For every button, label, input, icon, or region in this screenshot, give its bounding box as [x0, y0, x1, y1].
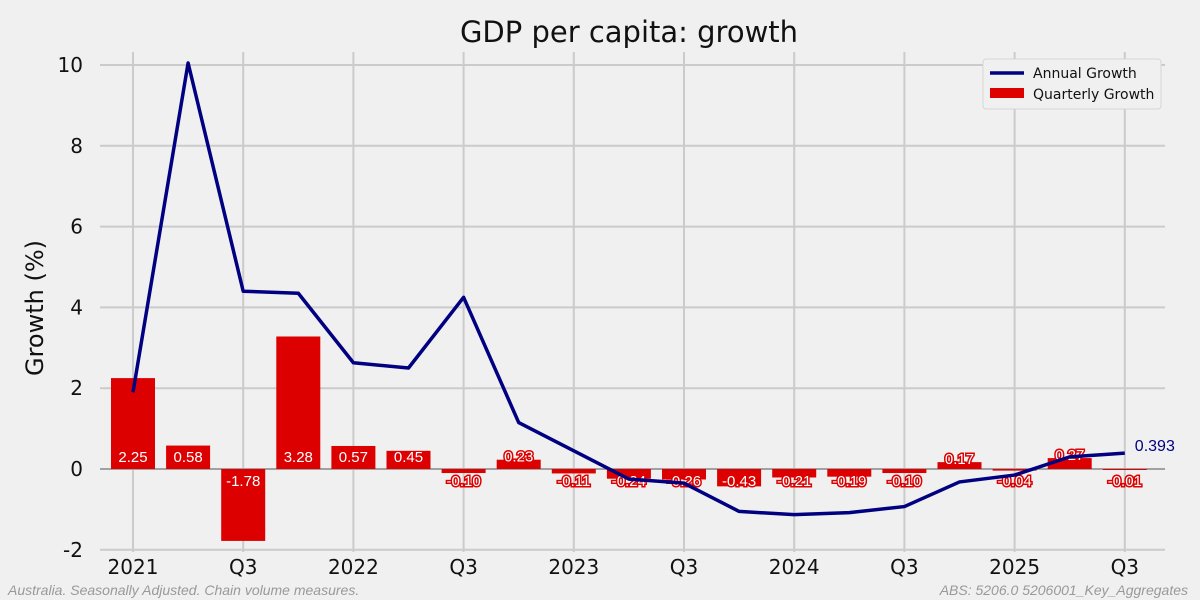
bar-value-label: -0.24 [612, 473, 646, 490]
quarterly-growth-bar [166, 445, 211, 469]
y-tick-label: 2 [70, 376, 83, 400]
y-tick-label: 4 [70, 295, 83, 319]
bar-value-label: -0.21 [777, 473, 811, 490]
x-tick-label: Q3 [670, 555, 698, 579]
legend-frame [982, 58, 1162, 110]
y-tick-label: 10 [58, 53, 83, 77]
bar-value-label: -0.19 [832, 473, 866, 490]
quarterly-growth-bar [882, 469, 927, 474]
x-tick-label: 2024 [769, 555, 820, 579]
quarterly-growth-bar [551, 469, 596, 474]
annual-growth-end-label: 0.393 [1135, 438, 1175, 455]
quarterly-growth-bar [111, 378, 155, 469]
axis-tick-labels: -2 0 2 4 6 8 10 2021 Q3 2022 Q3 2023 Q3 2024 Q3 2025 Q3 [58, 53, 1139, 579]
quarterly-growth-bar [717, 469, 762, 487]
quarterly-growth-bar [827, 469, 872, 477]
y-tick-label: 6 [70, 215, 83, 239]
y-tick-label: 0 [70, 457, 83, 481]
quarterly-growth-bar [386, 450, 431, 469]
legend-label-quarterly-growth: Quarterly Growth [1033, 87, 1154, 103]
quarterly-growth-bar [992, 469, 1037, 471]
x-tick-label: Q3 [449, 555, 477, 579]
quarterly-growth-bar [1102, 469, 1147, 470]
chart-title: GDP per capita: growth [460, 15, 798, 49]
quarterly-growth-bar [441, 469, 486, 474]
quarterly-growth-bars [111, 336, 1147, 541]
annual-growth-line [131, 61, 1125, 517]
quarterly-growth-bar [662, 469, 706, 480]
bar-value-label: 0.58 [173, 449, 202, 466]
bar-value-label: -1.78 [226, 473, 260, 490]
bar-value-label: 0.57 [339, 449, 368, 466]
quarterly-growth-bar [606, 469, 651, 479]
x-tick-label: 2025 [989, 555, 1040, 579]
quarterly-growth-bar [1047, 458, 1092, 469]
quarterly-growth-bar [331, 445, 376, 469]
footnote-left: Australia. Seasonally Adjusted. Chain vo… [8, 582, 360, 598]
bar-value-label: -0.10 [446, 473, 480, 490]
x-tick-label: 2021 [108, 555, 159, 579]
bar-value-label: -0.10 [887, 473, 921, 490]
legend-label-annual-growth: Annual Growth [1033, 66, 1137, 82]
quarterly-growth-bar [937, 462, 982, 469]
quarterly-growth-bar [221, 469, 266, 541]
annual-growth-line-layer: 0.393 [131, 61, 1175, 517]
x-tick-label: Q3 [1111, 555, 1139, 579]
x-tick-label: 2022 [328, 555, 379, 579]
x-tick-label: Q3 [890, 555, 918, 579]
y-tick-label: -2 [63, 538, 83, 562]
y-tick-label: 8 [70, 134, 83, 158]
legend-swatch-quarterly-growth [990, 88, 1024, 98]
bar-value-label: 2.25 [118, 449, 147, 466]
bar-value-label: -0.43 [722, 473, 756, 490]
bar-value-label: 0.45 [394, 449, 423, 466]
legend: Annual Growth Quarterly Growth [982, 58, 1162, 110]
y-axis-label: Growth (%) [21, 240, 49, 376]
footnote-right: ABS: 5206.0 5206001_Key_Aggregates [939, 582, 1188, 598]
x-tick-label: Q3 [229, 555, 257, 579]
bar-value-label: 3.28 [284, 449, 313, 466]
bar-value-label: 0.23 [504, 449, 533, 466]
bar-value-label: -0.01 [1108, 473, 1142, 490]
bar-value-label: -0.11 [557, 473, 590, 490]
bar-value-label: 0.17 [945, 451, 974, 468]
quarterly-growth-bar [496, 459, 541, 469]
quarterly-growth-bar [276, 336, 321, 469]
x-tick-label: 2023 [548, 555, 599, 579]
quarterly-growth-bar [772, 469, 817, 478]
